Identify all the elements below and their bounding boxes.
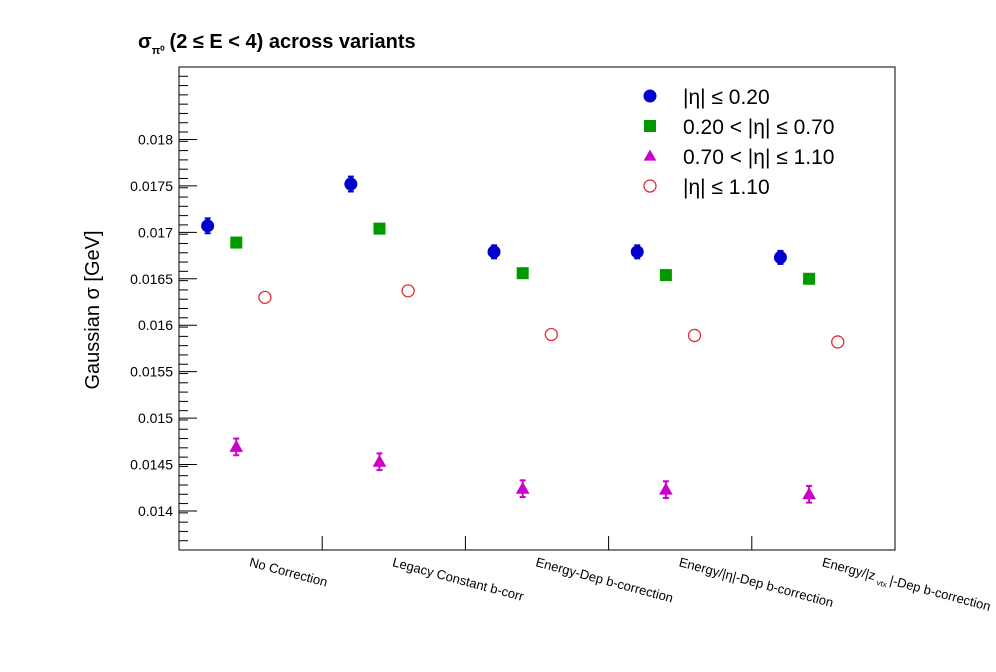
legend-marker — [644, 120, 656, 132]
y-tick-label: 0.0165 — [130, 271, 173, 287]
series-layer — [201, 175, 845, 504]
y-tick-label: 0.015 — [138, 410, 173, 426]
legend-label: |η| ≤ 0.20 — [683, 86, 770, 109]
x-category-text: Energy-Dep b-correction — [534, 554, 675, 605]
x-category-label: No Correction — [248, 554, 329, 589]
y-axis-label: Gaussian σ [GeV] — [82, 230, 104, 389]
chart-title: σπ⁰ (2 ≤ E < 4) across variants — [138, 31, 416, 57]
data-point — [659, 482, 673, 495]
legend-label: |η| ≤ 1.10 — [683, 176, 770, 199]
series-0 — [201, 175, 787, 265]
data-point — [659, 269, 672, 282]
data-point — [516, 267, 529, 280]
chart-title-subscript: π⁰ — [152, 45, 165, 57]
y-tick-label: 0.016 — [138, 317, 173, 333]
x-category-label: Energy-Dep b-correction — [534, 554, 675, 605]
series-2 — [229, 437, 816, 504]
legend-marker — [643, 149, 657, 161]
y-tick-label: 0.018 — [138, 131, 173, 147]
y-tick-label: 0.0175 — [130, 178, 173, 194]
legend-marker — [643, 179, 657, 193]
series-1 — [230, 222, 816, 285]
x-category-subscript: vtx — [876, 578, 888, 589]
data-point — [687, 328, 702, 343]
series-3 — [258, 284, 845, 349]
data-point — [515, 481, 530, 494]
y-tick-label: 0.014 — [138, 503, 173, 519]
legend-label: 0.20 < |η| ≤ 0.70 — [683, 116, 834, 139]
data-point — [201, 219, 215, 233]
x-category-text: No Correction — [248, 554, 329, 589]
plot-frame — [178, 66, 896, 551]
y-axis: 0.014 0.0145 0.015 0.0155 0.016 0.0165 0.017 0.… — [130, 66, 197, 551]
legend-marker — [643, 89, 657, 103]
data-point — [230, 236, 243, 249]
x-category-label: Energy/|η|-Dep b-correction — [677, 554, 835, 610]
chart-title-rest: (2 ≤ E < 4) across variants — [170, 31, 416, 53]
data-point — [831, 335, 845, 349]
legend: |η| ≤ 0.20 0.20 < |η| ≤ 0.70 0.70 < |η| ≤ … — [643, 86, 834, 199]
legend-label: 0.70 < |η| ≤ 1.10 — [683, 146, 834, 169]
x-axis: No Correction Legacy Constant b-corr Energ… — [248, 536, 992, 616]
data-point — [773, 250, 787, 264]
data-point — [802, 487, 816, 500]
y-tick-label: 0.0145 — [130, 457, 173, 473]
data-point — [544, 327, 558, 342]
x-category-label: Energy/|zvtx|-Dep b-correction — [820, 554, 992, 616]
x-category-text-after: |-Dep b-correction — [888, 573, 992, 614]
data-point — [258, 290, 272, 305]
data-point — [803, 272, 816, 285]
x-category-label: Legacy Constant b-corr — [391, 554, 526, 604]
chart-title-sigma: σ — [138, 31, 152, 53]
x-category-text: Legacy Constant b-corr — [391, 554, 526, 604]
y-tick-label: 0.0155 — [130, 364, 173, 380]
data-point — [401, 284, 415, 298]
x-category-text: Energy/|η|-Dep b-correction — [677, 554, 835, 610]
data-point — [487, 245, 501, 259]
x-category-text: Energy/|z — [821, 554, 878, 583]
data-point — [344, 177, 358, 191]
data-point — [373, 222, 386, 235]
data-point — [372, 454, 387, 467]
data-point — [229, 439, 244, 452]
data-point — [630, 245, 644, 259]
y-tick-label: 0.017 — [138, 224, 173, 240]
